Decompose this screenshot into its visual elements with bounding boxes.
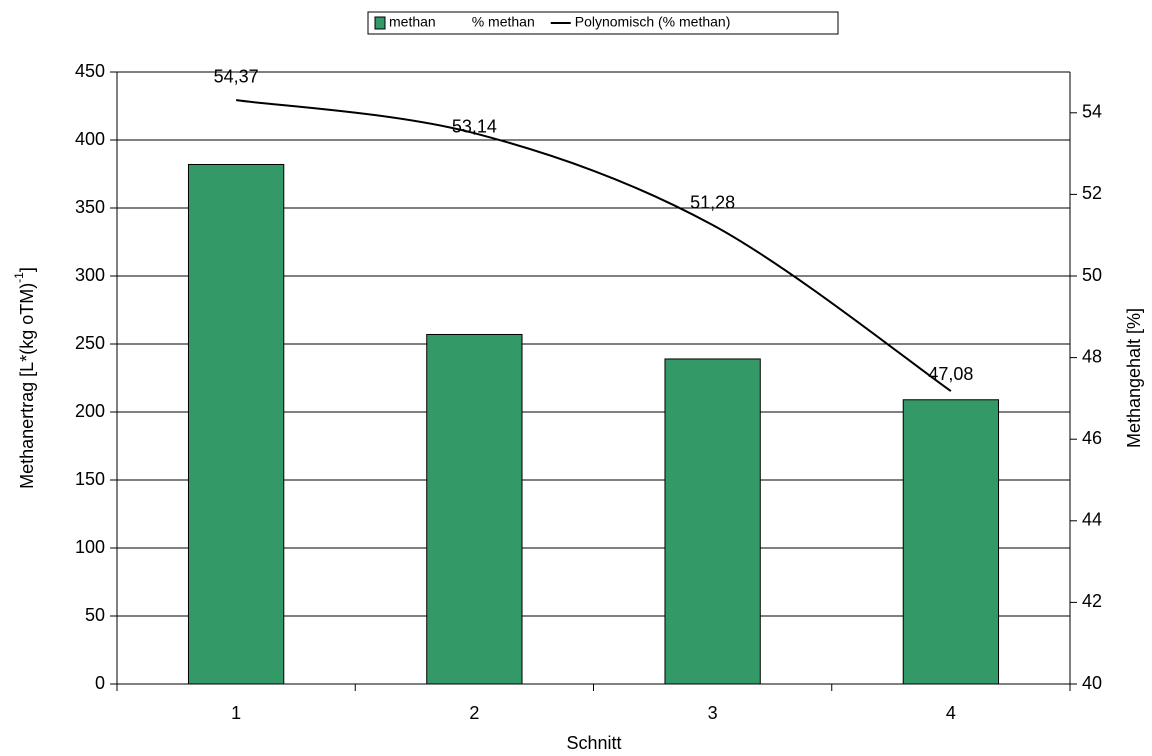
x-axis-label: Schnitt [566, 733, 621, 753]
bar [426, 333, 523, 685]
y2-tick-label: 46 [1082, 428, 1102, 448]
legend: methan % methan Polynomisch (% methan) [367, 11, 839, 35]
y-tick-label: 250 [75, 333, 105, 353]
legend-box [367, 11, 839, 35]
y-tick-label: 150 [75, 469, 105, 489]
bar [902, 399, 1000, 685]
y-tick-label: 300 [75, 265, 105, 285]
y2-tick-label: 40 [1082, 673, 1102, 693]
y2-tick-label: 44 [1082, 510, 1102, 530]
data-label: 53,14 [452, 117, 497, 137]
y-tick-label: 100 [75, 537, 105, 557]
bar [664, 358, 761, 685]
legend-label: Polynomisch (% methan) [575, 14, 731, 30]
y-tick-label: 50 [85, 605, 105, 625]
y-tick-label: 0 [95, 673, 105, 693]
legend-label: methan [389, 14, 436, 30]
y2-tick-label: 50 [1082, 265, 1102, 285]
data-label: 47,08 [928, 364, 973, 384]
legend-label: % methan [472, 14, 535, 30]
y-tick-label: 350 [75, 197, 105, 217]
data-label: 54,37 [214, 66, 259, 86]
trend-line [235, 99, 952, 392]
y-label-text: Methanertrag [L*(kg oTM) [17, 283, 37, 489]
y2-tick-label: 52 [1082, 183, 1102, 203]
y-axis-label: Methanertrag [L*(kg oTM)-1] [12, 267, 37, 489]
y2-tick-label: 48 [1082, 346, 1102, 366]
x-tick-label: 2 [469, 703, 479, 723]
y2-tick-label: 42 [1082, 591, 1102, 611]
y-tick-label: 450 [75, 61, 105, 81]
y-tick-label: 400 [75, 129, 105, 149]
data-label: 51,28 [690, 193, 735, 213]
x-tick-label: 4 [946, 703, 956, 723]
legend-swatch [374, 16, 386, 30]
y-label-end: ] [17, 267, 37, 272]
bar [187, 163, 285, 685]
x-tick-label: 3 [708, 703, 718, 723]
y2-axis-label: Methangehalt [%] [1124, 308, 1144, 448]
y-tick-label: 200 [75, 401, 105, 421]
y-label-sup: -1 [12, 272, 26, 283]
y2-tick-label: 54 [1082, 102, 1102, 122]
x-tick-label: 1 [231, 703, 241, 723]
